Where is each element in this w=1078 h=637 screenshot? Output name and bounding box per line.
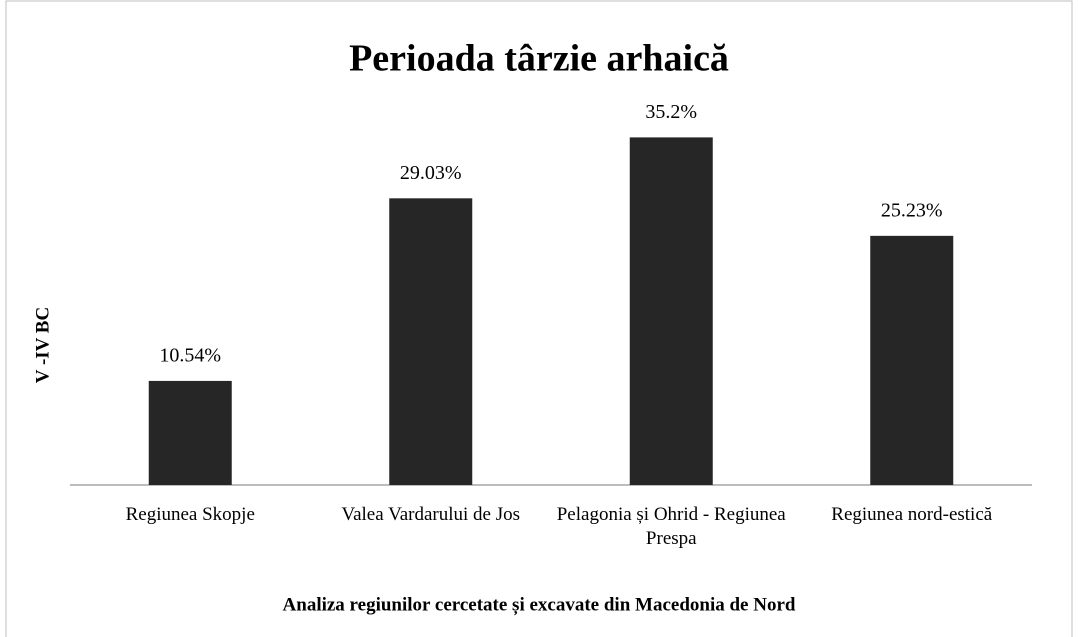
x-tick-label: Pelagonia și Ohrid - Regiunea Prespa: [556, 504, 786, 549]
data-label: 29.03%: [400, 162, 462, 184]
bar: [629, 137, 713, 485]
data-label: 25.23%: [881, 199, 943, 221]
x-tick-label: Regiunea Skopje: [125, 504, 255, 525]
data-label: 35.2%: [645, 101, 697, 123]
y-axis-label: V -IV BC: [32, 307, 53, 383]
bar: [870, 235, 954, 485]
x-axis-label: Analiza regiunilor cercetate și excavate…: [283, 594, 796, 615]
bar: [389, 198, 473, 486]
data-label: 10.54%: [159, 345, 221, 367]
chart-border: [5, 0, 1073, 637]
x-tick-label: Regiunea nord-estică: [831, 504, 993, 525]
x-tick-label: Valea Vardarului de Jos: [341, 504, 520, 525]
bar: [148, 380, 232, 485]
chart-title: Perioada târzie arhaică: [349, 38, 729, 80]
